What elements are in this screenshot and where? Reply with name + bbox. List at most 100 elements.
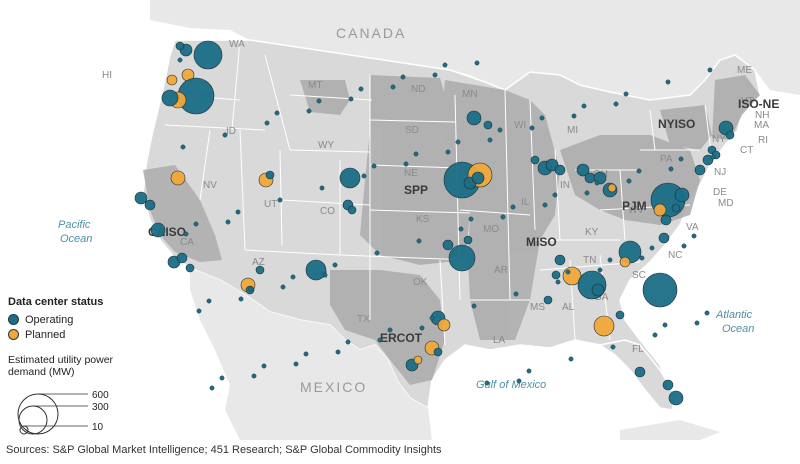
data-center-small-20 (497, 127, 503, 133)
state-label-ar: AR (494, 265, 508, 276)
data-center-small-76 (529, 125, 535, 131)
data-center-small-0 (177, 57, 183, 63)
miso-region (440, 80, 560, 340)
data-center-small-87 (516, 378, 522, 384)
data-center-operating-37 (466, 110, 482, 126)
state-label-mo: MO (483, 224, 499, 235)
data-center-small-28 (193, 221, 199, 227)
data-center-bubbles (134, 40, 735, 406)
data-center-small-17 (206, 298, 212, 304)
data-center-planned-4 (166, 74, 178, 86)
spp-region (360, 75, 470, 265)
state-label-ri: RI (758, 135, 768, 146)
data-center-operating-30 (463, 235, 473, 245)
region-label-pjm: PJM (622, 199, 647, 213)
data-center-small-47 (416, 238, 422, 244)
state-label-nh: NH (755, 110, 769, 121)
data-center-operating-19 (255, 265, 265, 275)
state-label-al: AL (562, 302, 575, 313)
data-center-small-62 (251, 373, 257, 379)
data-center-small-52 (361, 173, 367, 179)
state-label-mi: MI (567, 125, 578, 136)
caiso-region (143, 165, 222, 262)
data-center-small-22 (691, 233, 697, 239)
data-center-planned-36 (413, 355, 423, 365)
region-label-miso: MISO (526, 235, 557, 249)
data-center-operating-69 (662, 379, 674, 391)
operating-label: Operating (25, 313, 74, 326)
data-center-small-11 (704, 310, 710, 316)
data-center-operating-57 (674, 187, 690, 203)
data-center-small-64 (445, 149, 451, 155)
data-center-small-15 (552, 192, 558, 198)
data-center-small-12 (261, 363, 267, 369)
data-center-small-54 (555, 279, 561, 285)
state-label-ca: CA (180, 237, 194, 248)
state-label-co: CO (320, 206, 335, 217)
data-center-planned-8 (170, 170, 186, 186)
data-center-small-88 (613, 101, 619, 107)
data-center-small-85 (322, 272, 328, 278)
label-atlantic-1: Atlantic (715, 309, 753, 321)
legend-title: Data center status (8, 296, 104, 308)
data-center-small-55 (652, 332, 658, 338)
data-center-operating-71 (551, 270, 561, 280)
state-label-wv: WV (628, 205, 644, 216)
data-center-small-46 (319, 185, 325, 191)
state-label-nj: NJ (714, 167, 726, 178)
data-center-operating-11 (150, 222, 166, 238)
data-center-small-84 (225, 219, 231, 225)
data-center-small-72 (681, 243, 687, 249)
data-center-operating-73 (615, 310, 625, 320)
state-label-md: MD (718, 198, 734, 209)
data-center-small-63 (348, 96, 354, 102)
data-center-small-59 (500, 214, 506, 220)
data-center-small-83 (668, 166, 674, 172)
legend-planned: Planned (8, 327, 178, 342)
label-pacific-2: Ocean (60, 233, 92, 245)
data-center-small-49 (610, 344, 616, 350)
data-center-small-80 (377, 337, 383, 343)
state-label-ga: GA (594, 292, 609, 303)
state-label-me: ME (737, 65, 752, 76)
data-center-small-7 (316, 98, 322, 104)
data-center-operating-55 (642, 272, 678, 308)
data-center-planned-52 (593, 315, 615, 337)
data-center-operating-28 (448, 244, 476, 272)
data-center-small-33 (678, 156, 684, 162)
data-center-small-36 (429, 315, 435, 321)
state-labels: WAORIDMTWYNVUTCOCAAZNMTXOKKSNESDNDMNIAMO… (102, 39, 769, 355)
data-center-small-16 (649, 245, 655, 251)
size-10: 10 (92, 422, 104, 433)
data-center-small-44 (665, 79, 671, 85)
data-center-operating-42 (530, 155, 540, 165)
data-center-operating-2 (175, 41, 185, 51)
data-center-small-38 (623, 91, 629, 97)
data-center-small-42 (471, 303, 477, 309)
canada-landmass (150, 0, 800, 100)
data-center-small-86 (419, 325, 425, 331)
state-label-ny: NY (712, 134, 726, 145)
state-label-la: LA (493, 335, 506, 346)
data-center-operating-43 (576, 163, 590, 177)
data-center-operating-60 (658, 232, 670, 244)
data-center-operating-48 (554, 254, 566, 266)
data-center-small-32 (581, 103, 587, 109)
data-center-small-71 (584, 190, 590, 196)
data-center-operating-41 (554, 164, 566, 176)
data-center-operating-9 (134, 191, 148, 205)
label-gulf: Gulf of Mexico (476, 379, 546, 391)
data-center-operating-27 (471, 171, 485, 185)
region-label-ercot: ERCOT (380, 331, 423, 345)
state-label-tx: TX (357, 314, 370, 325)
data-center-operating-62 (694, 164, 706, 176)
region-label-spp: SPP (404, 183, 428, 197)
data-center-operating-72 (543, 295, 553, 305)
data-center-operating-44 (584, 172, 596, 184)
data-center-small-9 (510, 204, 516, 210)
data-center-small-39 (180, 144, 186, 150)
data-center-small-77 (626, 178, 632, 184)
data-center-small-25 (442, 62, 448, 68)
data-center-small-30 (387, 327, 393, 333)
state-label-hi: HI (102, 70, 112, 81)
